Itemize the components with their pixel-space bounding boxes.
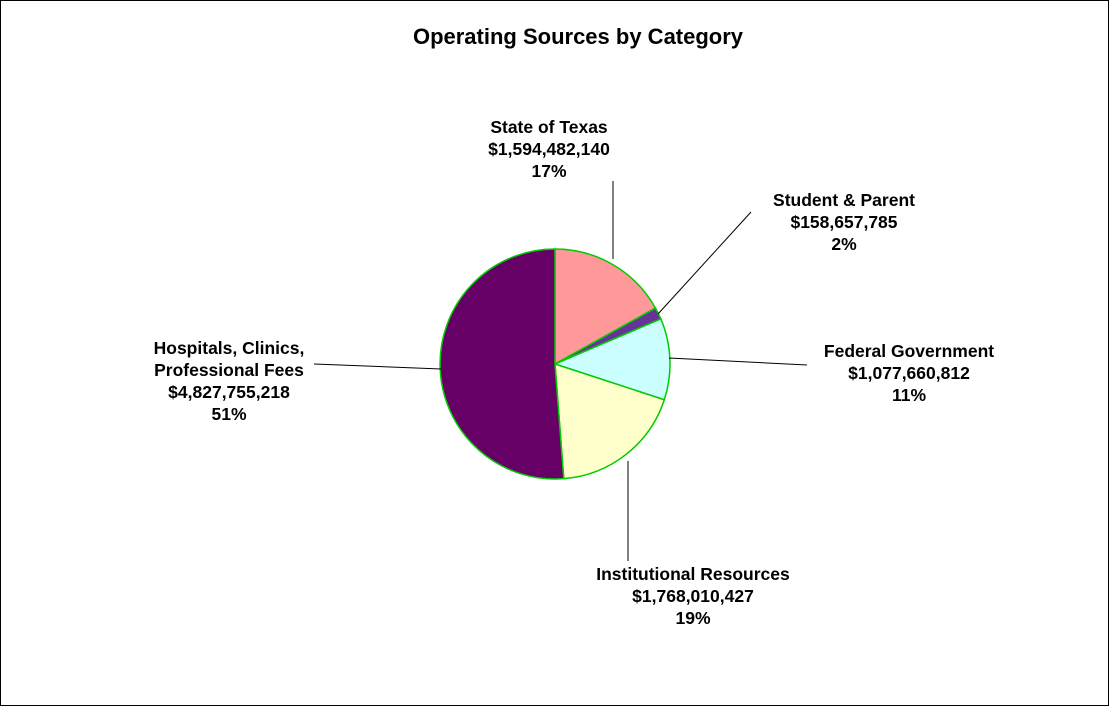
- slice-label-percent: 19%: [675, 608, 710, 628]
- pie-slice-institutional-resources: [554, 363, 666, 480]
- leader-line-student-parent: [657, 211, 752, 315]
- chart-title: Operating Sources by Category: [413, 24, 744, 49]
- pie-slice-state-of-texas: [554, 248, 657, 365]
- pie-slice-federal-government: [554, 318, 671, 401]
- slice-label-value: $158,657,785: [790, 212, 897, 232]
- slice-label-name: Federal Government: [824, 341, 994, 361]
- slice-label-federal-government: Federal Government $1,077,660,812 11%: [824, 341, 994, 405]
- leader-line-hospitals-clinics-professional-fees: [313, 363, 442, 370]
- slice-label-state-of-texas: State of Texas $1,594,482,140 17%: [488, 117, 610, 181]
- slice-label-institutional-resources: Institutional Resources $1,768,010,427 19%: [596, 564, 790, 628]
- slice-label-hospitals-clinics-professional-fees: Hospitals, Clinics, Professional Fees $4,8…: [154, 338, 305, 424]
- slice-label-percent: 11%: [892, 385, 926, 405]
- slice-label-student-parent: Student & Parent $158,657,785 2%: [773, 190, 915, 254]
- slice-label-value: $4,827,755,218: [168, 382, 290, 402]
- pie-slices: [439, 248, 671, 480]
- slice-label-name: Hospitals, Clinics,: [154, 338, 305, 358]
- slice-label-percent: 2%: [831, 234, 857, 254]
- slice-label-name: Student & Parent: [773, 190, 915, 210]
- slice-label-percent: 17%: [531, 161, 566, 181]
- slice-label-name: Professional Fees: [154, 360, 304, 380]
- leader-lines: [313, 181, 808, 561]
- slice-label-name: Institutional Resources: [596, 564, 790, 584]
- slice-labels: State of Texas $1,594,482,140 17% Student &…: [154, 117, 995, 628]
- slice-label-value: $1,077,660,812: [848, 363, 970, 383]
- leader-line-federal-government: [668, 357, 808, 366]
- pie-slice-hospitals-clinics-professional-fees: [439, 248, 565, 480]
- slice-label-value: $1,768,010,427: [632, 586, 754, 606]
- slice-label-value: $1,594,482,140: [488, 139, 610, 159]
- slice-label-name: State of Texas: [490, 117, 608, 137]
- slice-label-percent: 51%: [211, 404, 246, 424]
